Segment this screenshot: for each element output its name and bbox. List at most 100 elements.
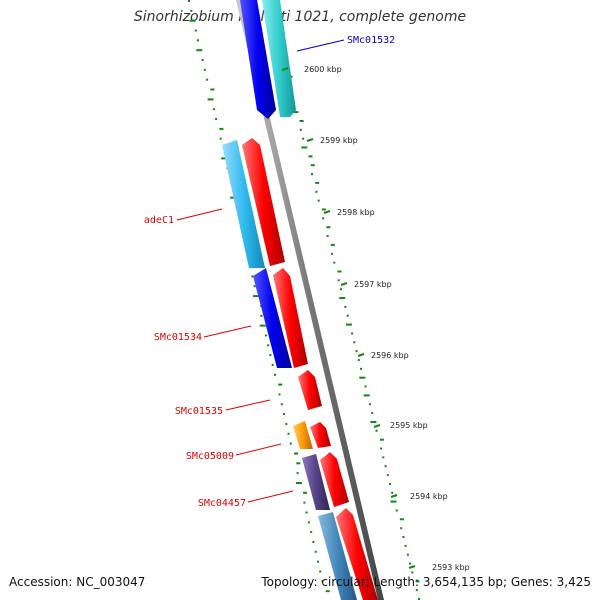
gc-dot	[340, 288, 342, 291]
gc-dot	[278, 393, 281, 396]
gc-dot	[295, 482, 302, 484]
scale-label: 2593 kbp	[432, 563, 470, 572]
gc-dot	[201, 59, 204, 61]
gc-dot	[326, 226, 331, 229]
gc-dot	[299, 128, 302, 131]
scale-tick	[281, 67, 289, 71]
gc-dot	[371, 412, 374, 415]
gene-label-smc04457: SMc04457	[198, 498, 246, 509]
gene-label-smc01534: SMc01534	[154, 332, 202, 343]
gene-forward-arrow-2[interactable]	[273, 268, 308, 368]
gc-dot	[411, 571, 414, 574]
gene-steel-arrow[interactable]	[318, 512, 357, 600]
gc-dot	[219, 137, 222, 140]
gc-dot	[210, 88, 215, 91]
gc-dot	[402, 536, 405, 538]
gc-dot	[321, 208, 326, 211]
gene-forward-arrow-4[interactable]	[336, 508, 378, 600]
gc-dot	[386, 474, 389, 477]
gene-smc01532-arrow[interactable]	[262, 0, 296, 117]
gc-dot	[418, 598, 420, 600]
gc-dot	[206, 78, 209, 81]
gene-forward-arrow[interactable]	[242, 138, 285, 266]
gc-dot	[269, 354, 272, 357]
gc-dot	[415, 589, 418, 592]
gene-orange-arrow[interactable]	[293, 421, 313, 449]
gc-dot	[203, 68, 206, 71]
gc-dot	[390, 500, 397, 503]
gc-dot	[253, 285, 256, 288]
gene-smc05009-arrow[interactable]	[310, 422, 331, 448]
gc-dot	[382, 456, 385, 459]
gc-dot	[345, 323, 352, 326]
scale-ticks	[281, 67, 416, 569]
gc-dot	[296, 472, 299, 475]
gc-dot	[260, 314, 263, 317]
gc-dot	[363, 394, 370, 397]
scale-label: 2597 kbp	[354, 280, 392, 289]
gc-dot	[287, 432, 290, 435]
gc-dot	[311, 173, 313, 176]
gc-dot	[307, 521, 310, 524]
scale-tick	[390, 494, 398, 498]
leader-line-smc04457	[247, 490, 294, 503]
scale-tick	[373, 424, 381, 428]
gc-dot	[330, 243, 335, 246]
gc-dot	[337, 270, 342, 273]
gc-dot	[404, 544, 407, 547]
gene-label-smc05009: SMc05009	[186, 451, 234, 462]
gc-dot	[415, 580, 420, 583]
gc-dot	[305, 511, 308, 514]
gc-dot	[389, 482, 391, 485]
gc-dot	[251, 275, 254, 278]
gc-dot	[280, 403, 283, 406]
gene-reverse-arrow[interactable]	[240, 0, 276, 119]
gc-dot	[379, 438, 384, 441]
leader-line-adec1	[176, 208, 223, 221]
gc-dot	[252, 295, 259, 298]
scale-tick	[323, 210, 331, 214]
gc-dot	[369, 403, 371, 406]
gc-dot	[375, 429, 378, 432]
gc-dot	[292, 111, 299, 114]
gc-dot	[364, 385, 367, 388]
scale-tick	[306, 138, 314, 142]
gc-dot	[319, 570, 322, 573]
gc-dot	[315, 181, 320, 184]
gc-dot	[219, 127, 224, 130]
gc-dot	[409, 562, 412, 565]
gc-dot	[326, 235, 329, 237]
gc-dot	[359, 376, 366, 379]
map-title: Sinorhizobium meliloti 1021, complete ge…	[133, 9, 467, 25]
accession-text: Accession: NC_003047	[9, 575, 146, 589]
scale-tick	[340, 282, 348, 286]
scale-label: 2600 kbp	[304, 65, 342, 74]
gene-label-smc01532: SMc01532	[347, 35, 395, 46]
gc-dot	[212, 108, 215, 111]
gene-smc01534-arrow[interactable]	[253, 268, 292, 368]
gc-dot	[188, 0, 190, 2]
genome-summary-text: Topology: circular; Length: 3,654,135 bp…	[261, 575, 591, 589]
gc-dot	[299, 120, 304, 122]
gc-dot	[346, 314, 349, 317]
gc-dot	[190, 9, 193, 12]
gc-dot	[207, 98, 214, 101]
scale-label: 2599 kbp	[320, 136, 358, 145]
leader-line-smc01535	[225, 399, 271, 411]
gc-dot	[344, 305, 347, 308]
gene-smc01535-arrow[interactable]	[298, 370, 322, 410]
gc-dot	[370, 421, 377, 423]
gc-dot	[283, 413, 285, 416]
gc-dot	[310, 531, 313, 534]
gene-label-smc01535: SMc01535	[175, 406, 223, 417]
gene-forward-arrow-3[interactable]	[320, 452, 349, 507]
scale-label: 2595 kbp	[390, 421, 428, 430]
scale-label: 2596 kbp	[371, 351, 409, 360]
gc-dot	[271, 363, 274, 366]
gene-adec1-arrow[interactable]	[222, 140, 265, 268]
gc-dot	[278, 383, 283, 386]
gc-dot	[321, 580, 324, 583]
gene-smc04457-arrow[interactable]	[302, 454, 330, 510]
gc-dot	[360, 367, 362, 370]
